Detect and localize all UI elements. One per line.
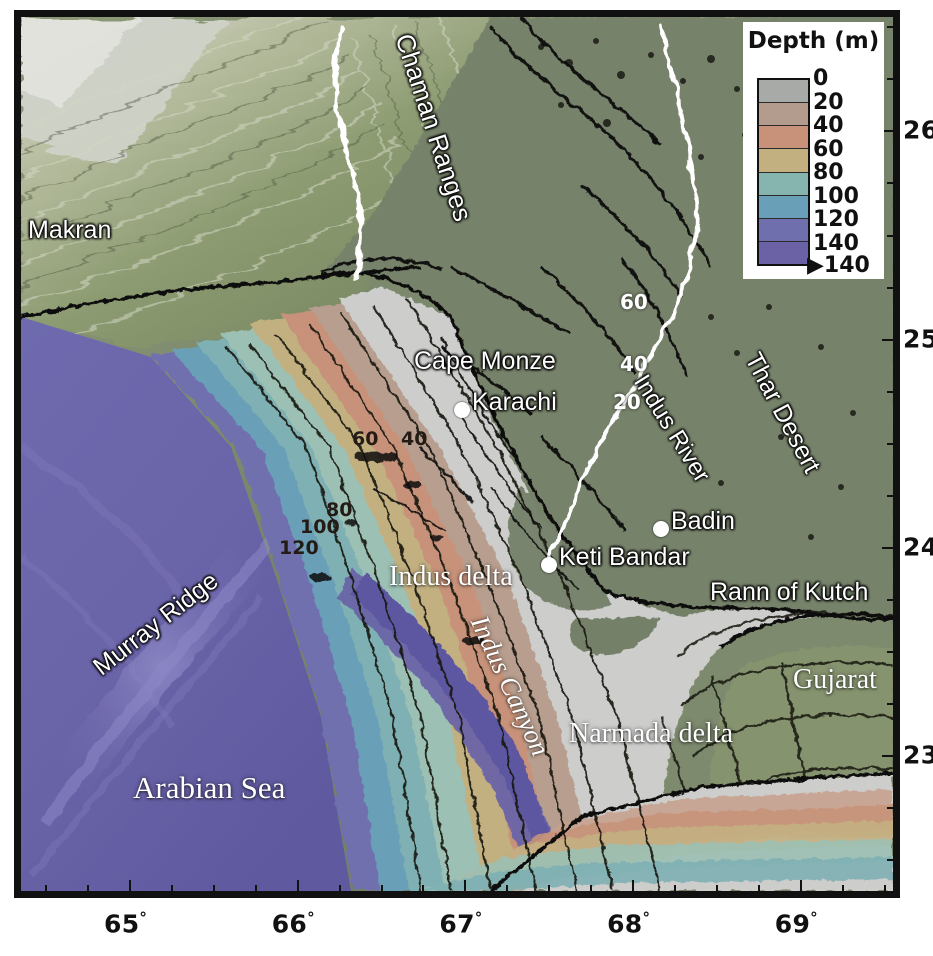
city-marker-karachi xyxy=(454,402,470,418)
x-tick xyxy=(674,885,676,891)
contour-label-40-1: 40 xyxy=(401,428,428,450)
x-axis-label-68: 68° xyxy=(607,909,651,939)
legend-title: Depth (m) xyxy=(747,28,880,54)
y-tick xyxy=(882,130,893,133)
x-tick xyxy=(799,880,802,891)
x-tick xyxy=(548,885,551,891)
x-tick xyxy=(841,885,844,891)
contour-label-120-4: 120 xyxy=(279,537,319,559)
contour-label-100-3: 100 xyxy=(300,516,340,538)
legend-band-100-120 xyxy=(759,195,808,219)
x-tick xyxy=(45,885,48,891)
x-tick xyxy=(422,885,425,891)
contour-label-60-0: 60 xyxy=(352,428,379,450)
legend-band-120-140 xyxy=(759,218,808,242)
legend-tick-over-140: ▶140 xyxy=(807,253,870,278)
x-tick xyxy=(632,880,635,891)
legend-tick-20: 20 xyxy=(813,89,844,115)
legend-tick-40: 40 xyxy=(813,113,844,138)
x-tick xyxy=(380,885,383,891)
contour-label-60-5: 60 xyxy=(620,290,648,314)
y-axis-label-26: 26° xyxy=(903,115,933,145)
legend-band-20-40 xyxy=(759,103,808,127)
legend-tick-100: 100 xyxy=(813,183,859,209)
x-tick xyxy=(590,885,593,891)
y-tick xyxy=(882,754,893,757)
y-tick xyxy=(887,286,893,289)
y-tick xyxy=(887,702,893,705)
y-tick xyxy=(887,442,893,445)
y-axis-label-25: 25° xyxy=(903,323,933,353)
x-tick xyxy=(129,880,131,891)
legend-band-80-100 xyxy=(759,172,808,196)
x-tick xyxy=(212,885,215,891)
legend-tick-60: 60 xyxy=(813,136,844,162)
y-tick xyxy=(887,390,893,393)
y-axis-label-23: 23° xyxy=(903,740,933,770)
x-axis-label-65: 65° xyxy=(104,909,148,939)
x-axis-label-69: 69° xyxy=(774,909,818,939)
y-tick xyxy=(887,650,893,653)
legend-colorbar xyxy=(757,78,810,266)
y-tick xyxy=(887,806,893,809)
x-tick xyxy=(715,885,718,891)
legend-tick-0: 0 xyxy=(813,66,829,91)
x-tick xyxy=(757,885,760,891)
y-tick xyxy=(882,338,893,341)
legend-band-60-80 xyxy=(759,149,808,173)
x-tick xyxy=(883,885,886,891)
city-marker-badin xyxy=(653,521,669,537)
contour-label-40-6: 40 xyxy=(620,352,648,376)
contour-label-80-2: 80 xyxy=(326,499,353,521)
y-tick xyxy=(887,26,893,29)
x-axis-label-67: 67° xyxy=(439,909,483,939)
contour-label-20-7: 20 xyxy=(613,390,641,414)
x-tick xyxy=(464,880,467,891)
legend-tick-80: 80 xyxy=(813,160,844,185)
x-tick xyxy=(254,885,257,891)
legend-band-0-20 xyxy=(759,80,808,104)
x-tick xyxy=(338,885,341,891)
x-tick xyxy=(296,880,299,891)
y-tick xyxy=(887,598,893,601)
legend-tick-120: 120 xyxy=(813,207,859,232)
y-tick xyxy=(882,546,893,549)
y-tick xyxy=(887,78,893,81)
x-tick xyxy=(506,885,509,891)
legend-band-40-60 xyxy=(759,126,808,150)
x-axis-label-66: 66° xyxy=(271,909,315,939)
legend-tick-140: 140 xyxy=(813,230,859,256)
y-tick xyxy=(887,858,893,861)
y-axis-label-24: 24° xyxy=(903,531,933,561)
x-tick xyxy=(170,885,173,891)
y-tick xyxy=(887,234,893,237)
y-tick xyxy=(887,494,893,497)
x-tick xyxy=(87,885,90,891)
depth-legend: Depth (m) 0 20 40 60 80 100 120 140 ▶140 xyxy=(743,22,884,279)
legend-band->140 xyxy=(759,241,808,264)
city-marker-keti-bandar xyxy=(541,557,557,573)
y-tick xyxy=(887,182,893,185)
